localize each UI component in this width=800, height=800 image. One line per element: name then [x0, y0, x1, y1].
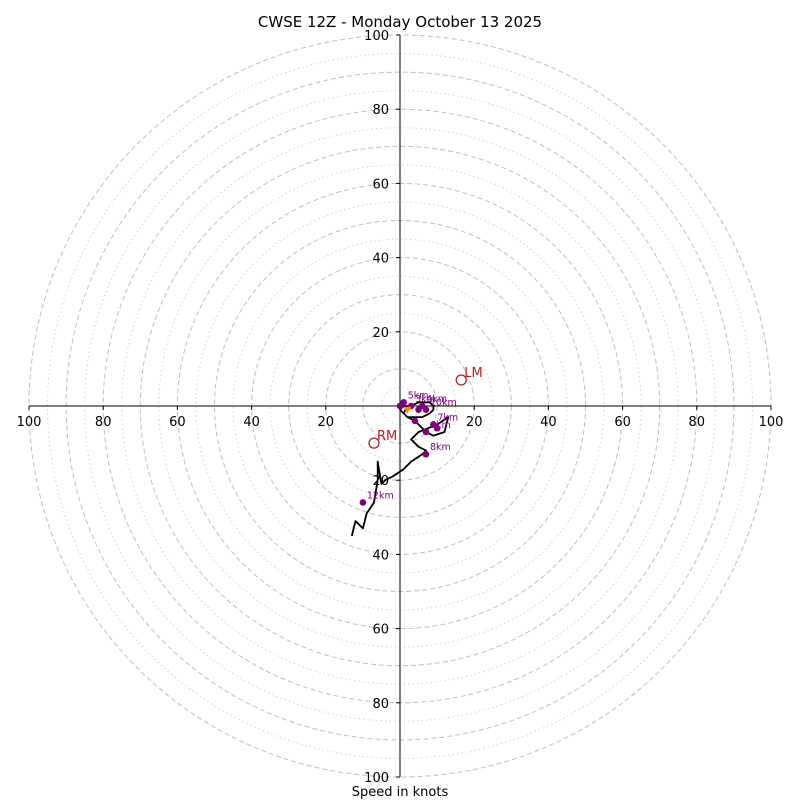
x-tick-label: 40	[243, 415, 260, 430]
height-marker-label: 5km	[408, 390, 429, 401]
tick-labels: 100 80 60 40 20 20 40 60 80 100100806040202040608…	[17, 29, 784, 786]
height-marker-dot	[415, 406, 422, 414]
x-tick-label: 100	[759, 415, 784, 430]
height-marker-label: 8km	[430, 442, 451, 453]
height-marker-label: 3km	[415, 394, 436, 405]
height-marker-dot	[411, 417, 419, 425]
storm-motion-markers: LM RM	[368, 366, 483, 449]
height-marker-label: 7km	[437, 413, 458, 424]
x-tick-label: 60	[614, 415, 631, 430]
y-tick-label: 80	[372, 103, 389, 118]
y-tick-label: 40	[372, 548, 389, 563]
y-tick-label: 80	[372, 697, 389, 712]
height-marker-label: 10km	[430, 398, 457, 409]
x-tick-label: 80	[95, 415, 112, 430]
y-tick-label: 100	[364, 771, 389, 786]
y-tick-label: 100	[364, 29, 389, 44]
y-tick-label: 40	[372, 252, 389, 267]
hodograph-trace	[350, 401, 450, 537]
storm-motion-circle	[455, 374, 467, 386]
x-axis-label: Speed in knots	[352, 785, 449, 800]
x-tick-label: 80	[689, 415, 706, 430]
chart-title: CWSE 12Z - Monday October 13 2025	[258, 13, 542, 31]
y-tick-label: 60	[372, 177, 389, 192]
y-tick-label: 60	[372, 623, 389, 638]
height-marker-dot	[422, 406, 430, 414]
height-marker-label: 12km	[367, 490, 394, 501]
mean-wind-marker	[403, 406, 412, 414]
storm-motion-label: RM	[377, 429, 397, 444]
storm-motion-circle	[368, 437, 380, 449]
x-tick-label: 20	[466, 415, 483, 430]
height-marker-dot	[422, 428, 430, 436]
y-tick-label: 20	[372, 326, 389, 341]
x-tick-label: 60	[169, 415, 186, 430]
x-tick-label: 100	[17, 415, 42, 430]
height-marker-dot	[433, 424, 441, 432]
height-marker-dot	[396, 402, 404, 410]
storm-motion-label: LM	[464, 366, 482, 381]
height-marker-label: 4km	[426, 394, 447, 405]
x-tick-label: 40	[540, 415, 557, 430]
hodograph-line	[350, 401, 450, 537]
x-tick-label: 20	[318, 415, 335, 430]
height-marker-dot	[422, 450, 430, 458]
height-marker-dot	[359, 499, 367, 506]
height-marker-label: 6km	[430, 420, 451, 431]
